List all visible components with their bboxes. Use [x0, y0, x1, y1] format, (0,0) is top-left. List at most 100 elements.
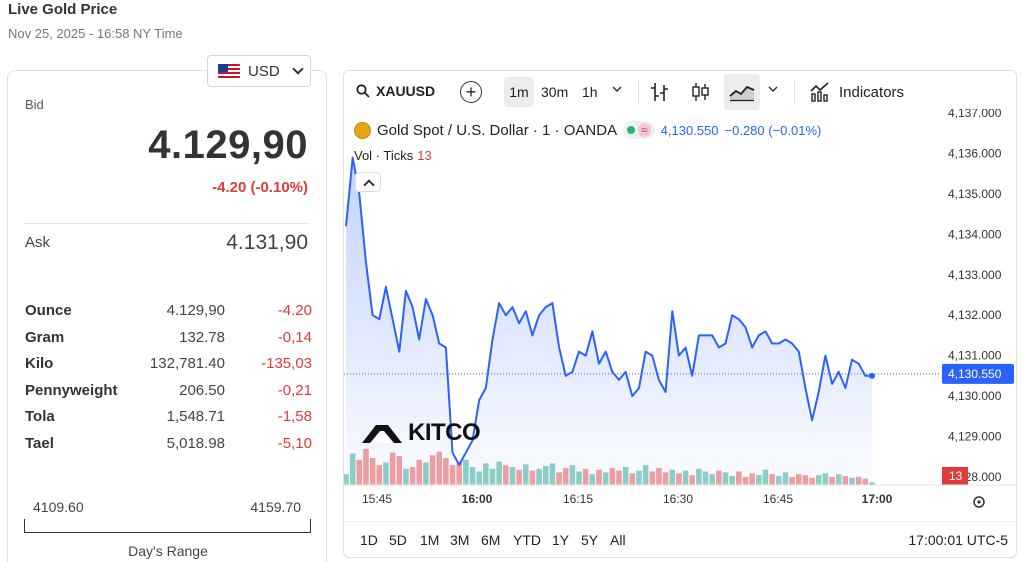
unit-name: Pennyweight: [25, 382, 118, 399]
chart-type-dropdown[interactable]: [768, 85, 778, 93]
chevron-down-icon: [768, 86, 778, 93]
unit-name: Kilo: [25, 355, 54, 372]
interval-1h[interactable]: 1h: [582, 84, 598, 100]
range-1y[interactable]: 1Y: [552, 532, 570, 548]
unit-price: 1,548.71: [166, 408, 225, 425]
kitco-watermark: KITCO: [360, 419, 481, 447]
gold-coin-icon: [354, 121, 371, 139]
ohlc-bars-icon: [651, 83, 668, 101]
area-chart-type[interactable]: [724, 74, 760, 110]
unit-change: -4.20: [277, 302, 312, 319]
price-card: Bid 4.129,90 -4.20 (-0.10%) Ask 4.131,90…: [7, 70, 327, 562]
price-chart[interactable]: 4,128.0004,129.0004,130.0004,131.0004,13…: [344, 109, 1017, 519]
y-tick-label: 4,134.000: [948, 227, 1002, 241]
last-price-dot: [869, 372, 875, 379]
bid-label: Bid: [25, 97, 44, 112]
unit-change: -0,21: [277, 382, 312, 399]
unit-price: 132.78: [179, 329, 225, 346]
volume-badge-label: 13: [949, 469, 963, 483]
indicators-label: Indicators: [839, 83, 905, 101]
unit-row-pennyweight: Pennyweight 206.50 -0,21: [25, 382, 312, 402]
page-timestamp: Nov 25, 2025 - 16:58 NY Time: [8, 26, 183, 41]
unit-price: 5,018.98: [166, 435, 225, 452]
range-5d[interactable]: 5D: [389, 532, 407, 548]
legend-last-price: 4,130.550: [660, 122, 719, 138]
last-price-label: 4,130.550: [948, 367, 1002, 381]
x-tick-label: 16:00: [462, 492, 493, 506]
range-6m[interactable]: 6M: [481, 532, 501, 548]
chevron-down-icon: [292, 63, 304, 75]
unit-row-kilo: Kilo 132,781.40 -135,03: [25, 355, 312, 375]
chevron-down-icon: [612, 86, 622, 93]
ask-label: Ask: [25, 234, 51, 251]
unit-change: -1,58: [277, 408, 312, 425]
unit-row-tola: Tola 1,548.71 -1,58: [25, 408, 312, 428]
legend-change: −0.280 (−0.01%): [724, 122, 822, 138]
y-tick-label: 4,129.000: [948, 429, 1002, 443]
x-tick-label: 16:15: [563, 492, 593, 506]
chart-clock: 17:00:01 UTC-5: [908, 532, 1008, 548]
days-range-bar: [24, 519, 311, 533]
ask-price: 4.131,90: [226, 231, 308, 254]
unit-row-gram: Gram 132.78 -0,14: [25, 329, 312, 349]
price-line: [345, 156, 872, 466]
price-area-fill: [346, 157, 872, 485]
x-tick-label: 17:00: [862, 492, 893, 506]
days-range-low: 4109.60: [33, 499, 84, 515]
indicators-button[interactable]: Indicators: [809, 82, 904, 102]
unit-price: 206.50: [179, 382, 225, 399]
chart-settings-icon: [973, 496, 985, 508]
symbol-label: XAUUSD: [376, 83, 436, 99]
symbol-search[interactable]: XAUUSD: [356, 83, 435, 99]
chart-settings-icon-center: [977, 500, 981, 504]
x-tick-label: 16:30: [663, 492, 693, 506]
volume-legend: Vol · Ticks 13: [354, 148, 432, 163]
area-chart-icon: [729, 85, 755, 102]
days-range-high: 4159.70: [250, 499, 301, 515]
watermark-text: KITCO: [408, 419, 481, 446]
unit-name: Gram: [25, 329, 65, 346]
unit-row-ounce: Ounce 4.129,90 -4.20: [25, 302, 312, 322]
last-price-badge: [942, 363, 1014, 384]
range-3m[interactable]: 3M: [450, 532, 470, 548]
unit-price: 132,781.40: [149, 355, 225, 372]
unit-name: Tola: [25, 408, 55, 425]
y-tick-label: 4,135.000: [948, 187, 1002, 201]
interval-1m[interactable]: 1m: [504, 77, 534, 107]
toolbar-separator: [638, 81, 639, 103]
volume-legend-label: Vol · Ticks: [354, 148, 414, 163]
range-ytd[interactable]: YTD: [513, 532, 541, 548]
interval-dropdown[interactable]: [612, 85, 622, 93]
range-1m[interactable]: 1M: [420, 532, 440, 548]
bid-change: -4.20 (-0.10%): [212, 179, 308, 196]
y-tick-label: 4,133.000: [948, 268, 1002, 282]
collapse-legend-button[interactable]: [355, 172, 381, 192]
chart-panel: XAUUSD + 1m 30m 1h Indicators 4,128.000 4…: [343, 70, 1017, 558]
unit-row-tael: Tael 5,018.98 -5,10: [25, 435, 312, 455]
currency-select[interactable]: USD: [207, 55, 311, 87]
unit-name: Tael: [25, 435, 54, 452]
market-status-pill: ≈: [623, 121, 655, 139]
candle-chart-type[interactable]: [691, 81, 711, 103]
range-all[interactable]: All: [610, 532, 626, 548]
bar-chart-type[interactable]: [650, 81, 670, 103]
toolbar-separator: [794, 81, 795, 103]
indicators-icon: [810, 82, 829, 102]
interval-30m[interactable]: 30m: [541, 84, 569, 100]
days-range-label: Day's Range: [128, 543, 208, 559]
range-bar: 1D 5D 1M 3M 6M YTD 1Y 5Y All 17:00:01 UT…: [344, 521, 1016, 557]
compare-plus-icon[interactable]: +: [460, 81, 482, 103]
unit-change: -135,03: [261, 355, 312, 372]
candles-icon: [692, 83, 709, 101]
range-5y[interactable]: 5Y: [581, 532, 599, 548]
divider: [24, 223, 310, 224]
kitco-logo-icon: [362, 425, 402, 443]
chart-legend: Gold Spot / U.S. Dollar · 1 · OANDA ≈ 4,…: [354, 121, 821, 139]
unit-name: Ounce: [25, 302, 72, 319]
bid-price: 4.129,90: [148, 123, 308, 167]
market-open-icon: [627, 126, 636, 134]
y-tick-label: 4,132.000: [948, 308, 1002, 322]
y-tick-label: 4,131.000: [948, 349, 1002, 363]
volume-legend-value: 13: [417, 148, 432, 163]
range-1d[interactable]: 1D: [360, 532, 378, 548]
